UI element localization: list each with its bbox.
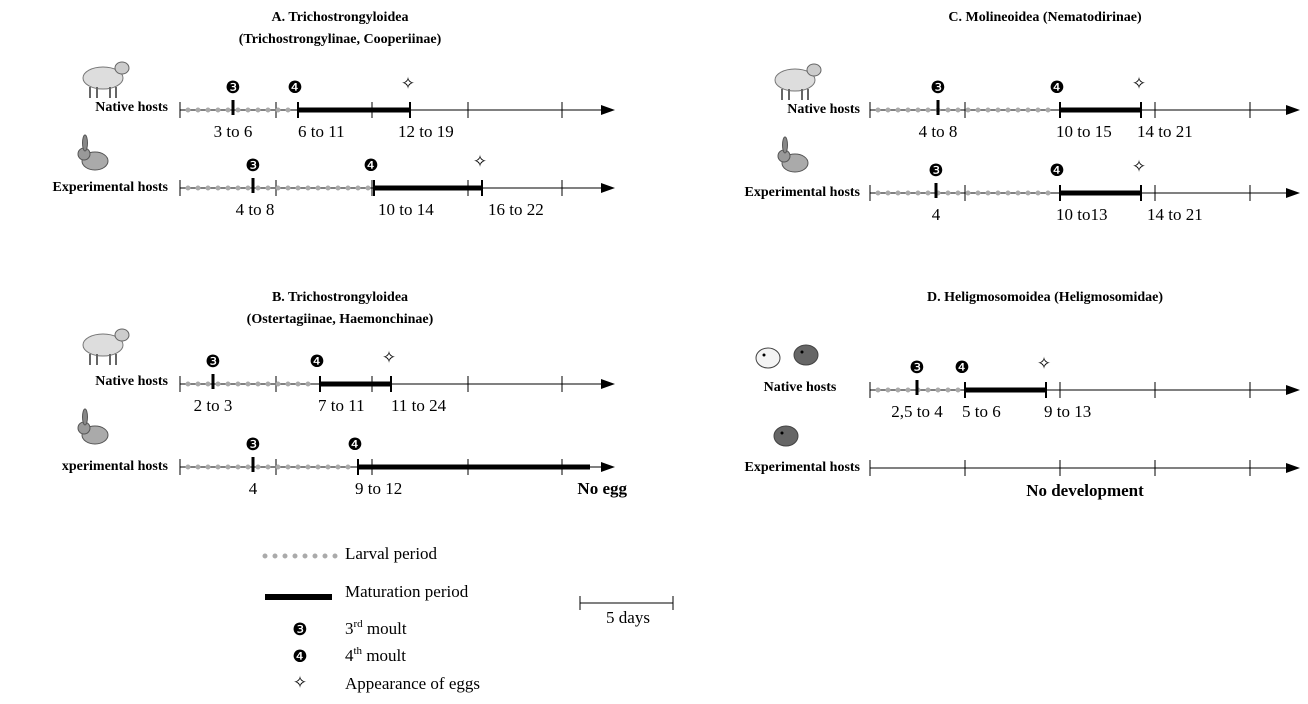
moult3-days: 2,5 to 4 (891, 402, 943, 421)
moult4-symbol: ❹ (309, 352, 324, 372)
moult4-symbol: ❹ (1049, 78, 1064, 98)
eggs-symbol: ✧ (1132, 157, 1146, 177)
eggs-symbol: ✧ (1037, 354, 1051, 374)
moult4-symbol: ❹ (347, 435, 362, 455)
eggs-days: 12 to 19 (398, 122, 454, 141)
sheep-icon (83, 62, 129, 98)
rodent-eye (781, 432, 784, 435)
eggs-days: 16 to 22 (488, 200, 544, 219)
legend-larval-label: Larval period (345, 544, 438, 563)
eggs-days: 14 to 21 (1137, 122, 1193, 141)
moult4-symbol: ❹ (1049, 161, 1064, 181)
legend-moult4-symbol: ❹ (292, 647, 307, 667)
panel-title: C. Molineoidea (Nematodirinae) (948, 10, 1142, 25)
axis-arrow (601, 379, 615, 389)
moult4-days: 5 to 6 (962, 402, 1001, 421)
moult3-days: 2 to 3 (194, 396, 233, 415)
moult4-days: 10 to13 (1056, 205, 1107, 224)
rabbit-ear (783, 137, 788, 153)
moult4-symbol: ❹ (363, 156, 378, 176)
eggs-days: 9 to 13 (1044, 402, 1091, 421)
host-label: Experimental hosts (745, 185, 861, 200)
sheep-head (115, 329, 129, 341)
rodent-body (774, 426, 798, 446)
moult3-symbol: ❸ (909, 358, 924, 378)
legend-moult3-label: 3rd moult (345, 618, 407, 638)
moult3-days: 4 (932, 205, 941, 224)
axis-arrow (1286, 385, 1300, 395)
rabbit-icon (78, 409, 108, 444)
moult3-symbol: ❸ (930, 78, 945, 98)
panel-title: A. Trichostrongyloidea (272, 10, 409, 25)
rabbit-icon (778, 137, 808, 172)
sheep-icon (775, 64, 821, 100)
moult-text: moult (363, 619, 407, 638)
rodent-body (794, 345, 818, 365)
axis-arrow (1286, 188, 1300, 198)
host-label: Experimental hosts (745, 460, 861, 475)
rodent-icon (794, 345, 818, 365)
eggs-days: 11 to 24 (391, 396, 447, 415)
moult4-symbol: ❹ (287, 78, 302, 98)
panel-title: (Trichostrongylinae, Cooperiinae) (239, 32, 442, 47)
rabbit-icon (78, 135, 108, 170)
rodent-eye (801, 351, 804, 354)
axis-arrow (1286, 105, 1300, 115)
eggs-symbol: ✧ (473, 152, 487, 172)
moult4-days: 6 to 11 (298, 122, 345, 141)
moult-number: 3 (345, 619, 354, 638)
moult3-days: 4 (249, 479, 258, 498)
legend-moult4-label: 4th moult (345, 645, 406, 665)
axis-arrow (601, 462, 615, 472)
moult-text: moult (362, 646, 406, 665)
host-label: Experimental hosts (53, 180, 169, 195)
rodent-body (756, 348, 780, 368)
moult4-days: 10 to 15 (1056, 122, 1112, 141)
rodent-icon (756, 348, 780, 368)
axis-arrow (1286, 463, 1300, 473)
rabbit-ear (83, 135, 88, 151)
legend-eggs-label: Appearance of eggs (345, 674, 480, 693)
scale-label: 5 days (606, 608, 650, 627)
host-label: xperimental hosts (62, 459, 169, 474)
rabbit-ear (83, 409, 88, 425)
panel-title: (Ostertagiinae, Haemonchinae) (247, 312, 434, 327)
sheep-head (115, 62, 129, 74)
sheep-icon (83, 329, 129, 365)
moult3-days: 4 to 8 (236, 200, 275, 219)
eggs-days: 14 to 21 (1147, 205, 1203, 224)
axis-arrow (601, 183, 615, 193)
diagram: A. Trichostrongyloidea (Trichostrongylina… (0, 0, 1308, 704)
moult4-days: 9 to 12 (355, 479, 402, 498)
rodent-eye (763, 354, 766, 357)
panel-title: B. Trichostrongyloidea (272, 290, 408, 305)
eggs-symbol: ✧ (382, 348, 396, 368)
host-label: Native hosts (764, 380, 837, 395)
moult4-symbol: ❹ (954, 358, 969, 378)
host-label: Native hosts (95, 374, 168, 389)
eggs-symbol: ✧ (401, 74, 415, 94)
eggs-symbol: ✧ (1132, 74, 1146, 94)
legend-maturation-label: Maturation period (345, 582, 469, 601)
no-development: No development (1026, 481, 1144, 500)
moult3-symbol: ❸ (245, 435, 260, 455)
axis-arrow (601, 105, 615, 115)
rodent-icon (774, 426, 798, 446)
moult4-days: 10 to 14 (378, 200, 434, 219)
moult3-days: 4 to 8 (919, 122, 958, 141)
moult3-symbol: ❸ (205, 352, 220, 372)
host-label: Native hosts (787, 102, 860, 117)
moult3-symbol: ❸ (225, 78, 240, 98)
sheep-head (807, 64, 821, 76)
legend-eggs-symbol: ✧ (293, 673, 307, 693)
moult4-days: 7 to 11 (318, 396, 365, 415)
legend-moult3-symbol: ❸ (292, 620, 307, 640)
moult3-days: 3 to 6 (214, 122, 253, 141)
moult3-symbol: ❸ (928, 161, 943, 181)
moult3-symbol: ❸ (245, 156, 260, 176)
panel-title: D. Heligmosomoidea (Heligmosomidae) (927, 290, 1163, 305)
host-label: Native hosts (95, 100, 168, 115)
eggs-days: No egg (577, 479, 627, 498)
